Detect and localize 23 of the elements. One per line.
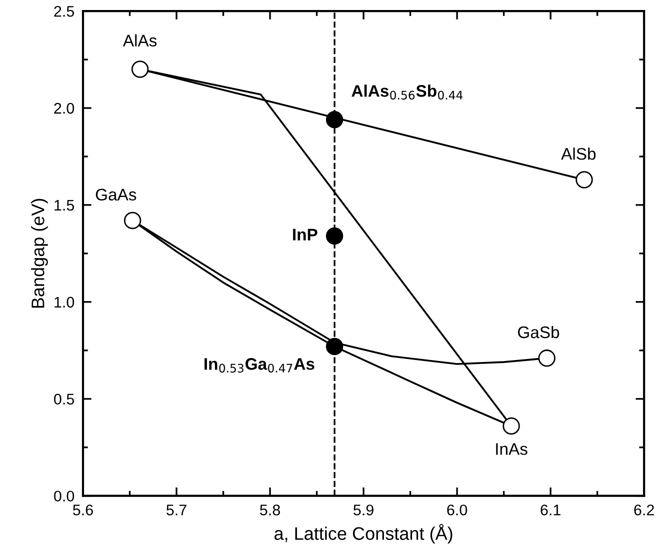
annotation: AlAs$_{0.56}$Sb$_{0.44}$ <box>352 84 463 100</box>
y-axis-title: Bandgap (eV) <box>31 198 48 308</box>
y-tick-label: 1.0 <box>54 296 74 308</box>
annotation: InP <box>293 228 318 240</box>
x-tick-label: 6.2 <box>634 504 654 516</box>
annotation: AlAs <box>122 34 157 47</box>
annotation: In$_{0.53}$Ga$_{0.47}$As <box>204 358 314 373</box>
x-tick-label: 5.9 <box>354 504 374 516</box>
y-tick-label: 2.5 <box>54 6 74 17</box>
x-tick-label: 5.8 <box>260 504 280 516</box>
annotation: InAs <box>496 443 528 455</box>
annotation: GaSb <box>518 326 560 338</box>
annotation: GaAs <box>96 188 136 201</box>
x-tick-label: 6.0 <box>447 504 468 516</box>
annotation: AlSb <box>561 148 596 160</box>
x-tick-label: 5.7 <box>166 504 186 516</box>
x-tick-label: 5.6 <box>72 504 93 516</box>
x-axis-title: a, Lattice Constant (Å) <box>274 524 452 544</box>
x-tick-label: 6.1 <box>540 504 560 516</box>
y-tick-label: 2.0 <box>54 102 74 114</box>
y-tick-label: 0.0 <box>54 490 74 502</box>
y-tick-label: 1.5 <box>54 200 74 211</box>
y-tick-label: 0.5 <box>54 394 74 405</box>
